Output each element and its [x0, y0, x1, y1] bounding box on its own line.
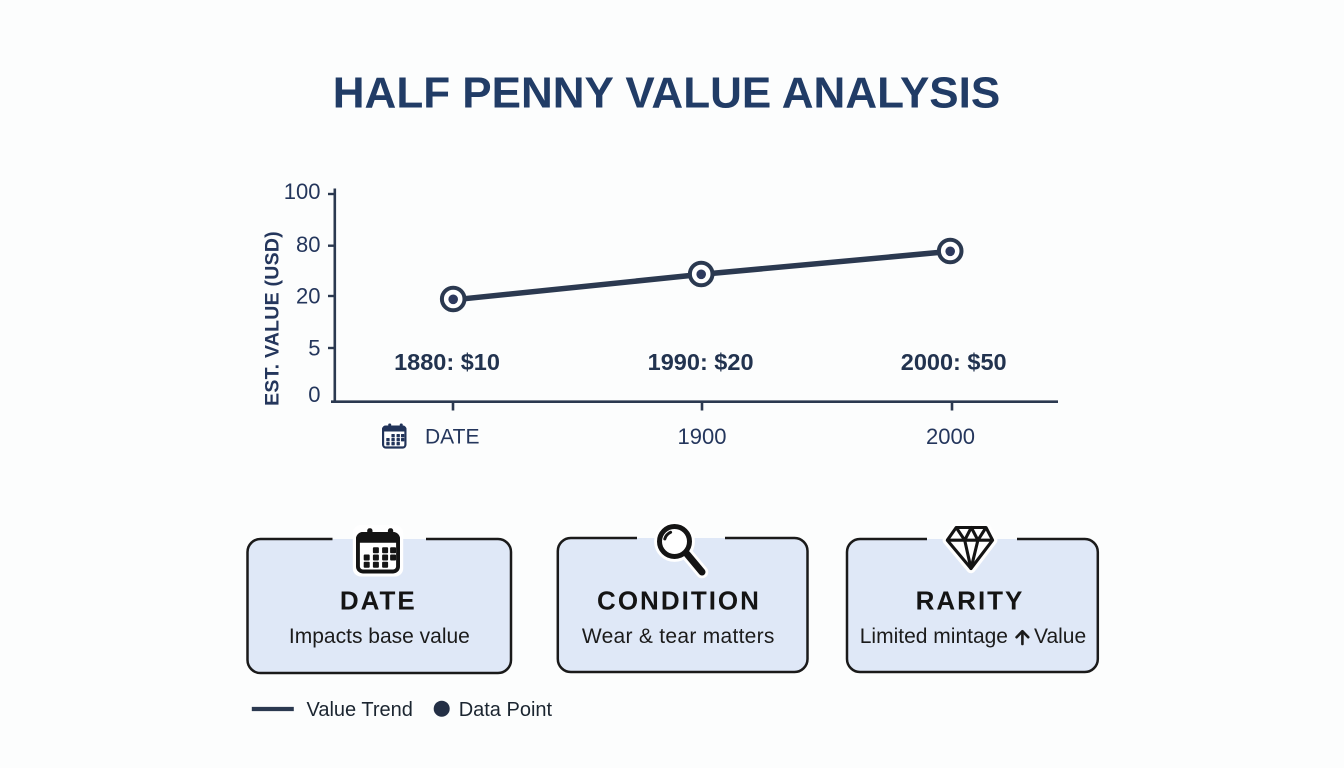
svg-text:EST. VALUE (USD): EST. VALUE (USD): [262, 231, 284, 406]
svg-text:DATE: DATE: [340, 585, 417, 615]
svg-text:Value Trend: Value Trend: [307, 699, 413, 721]
svg-text:Impacts base value: Impacts base value: [289, 625, 470, 648]
svg-text:RARITY: RARITY: [916, 585, 1025, 615]
svg-text:20: 20: [296, 284, 320, 309]
svg-text:Value: Value: [1034, 625, 1086, 648]
svg-text:2000: $50: 2000: $50: [901, 349, 1007, 375]
svg-text:CONDITION: CONDITION: [597, 585, 761, 615]
svg-text:HALF PENNY VALUE ANALYSIS: HALF PENNY VALUE ANALYSIS: [333, 69, 1000, 118]
svg-text:80: 80: [296, 232, 320, 257]
svg-text:Wear & tear matters: Wear & tear matters: [582, 625, 775, 648]
svg-text:1900: 1900: [678, 424, 727, 449]
svg-text:2000: 2000: [926, 424, 975, 449]
svg-text:5: 5: [308, 336, 320, 361]
svg-text:1880: $10: 1880: $10: [394, 349, 500, 375]
svg-text:0: 0: [308, 382, 320, 407]
svg-text:100: 100: [284, 179, 321, 204]
svg-text:Data Point: Data Point: [459, 699, 553, 721]
svg-text:DATE: DATE: [425, 426, 479, 449]
svg-text:1990: $20: 1990: $20: [648, 349, 754, 375]
svg-text:Limited mintage: Limited mintage: [860, 625, 1008, 648]
